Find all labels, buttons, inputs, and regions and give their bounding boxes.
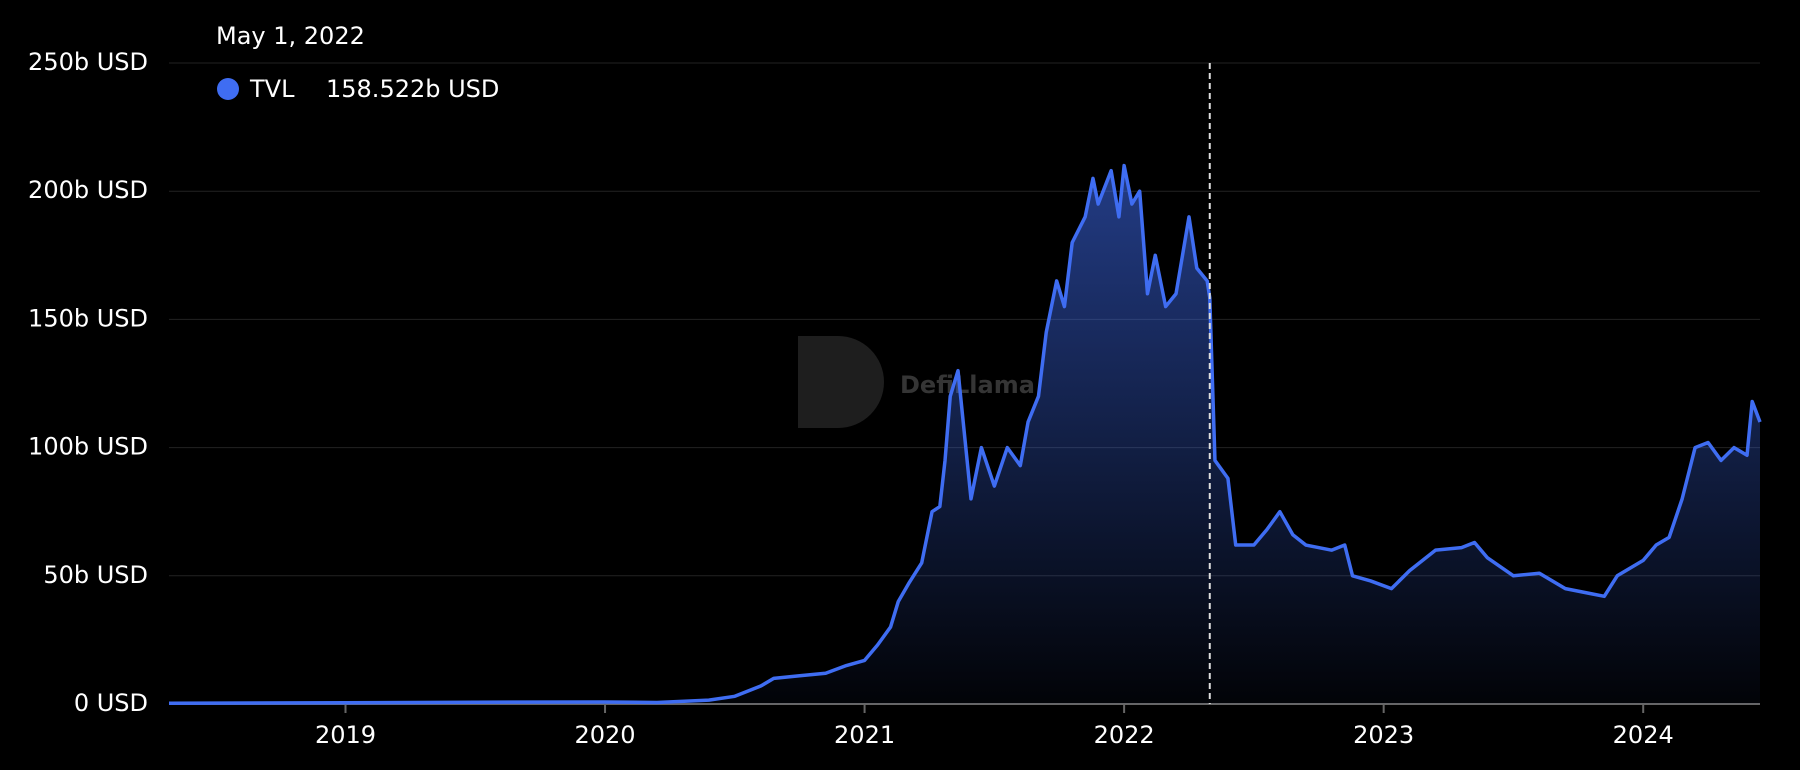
- y-tick-label: 200b USD: [28, 176, 148, 204]
- legend-swatch: [217, 78, 239, 100]
- x-tick-label: 2020: [574, 721, 635, 749]
- tooltip-value: 158.522b USD: [326, 75, 499, 103]
- watermark-text: DefiLlama: [900, 371, 1035, 399]
- x-tick-label: 2022: [1094, 721, 1155, 749]
- tooltip-date: May 1, 2022: [216, 22, 365, 50]
- x-tick-label: 2019: [315, 721, 376, 749]
- x-tick-label: 2024: [1613, 721, 1674, 749]
- y-tick-label: 0 USD: [74, 689, 148, 717]
- legend-label: TVL: [249, 75, 295, 103]
- line: [168, 163, 1762, 705]
- watermark-logo: [798, 336, 884, 428]
- y-tick-label: 100b USD: [28, 433, 148, 461]
- y-tick-label: 150b USD: [28, 304, 148, 332]
- tooltip: May 1, 2022 TVL 158.522b USD: [216, 22, 499, 103]
- y-tick-label: 250b USD: [28, 48, 148, 76]
- watermark: DefiLlama: [798, 336, 1035, 428]
- x-tick-label: 2021: [834, 721, 895, 749]
- y-tick-label: 50b USD: [43, 561, 148, 589]
- x-tick-label: 2023: [1353, 721, 1414, 749]
